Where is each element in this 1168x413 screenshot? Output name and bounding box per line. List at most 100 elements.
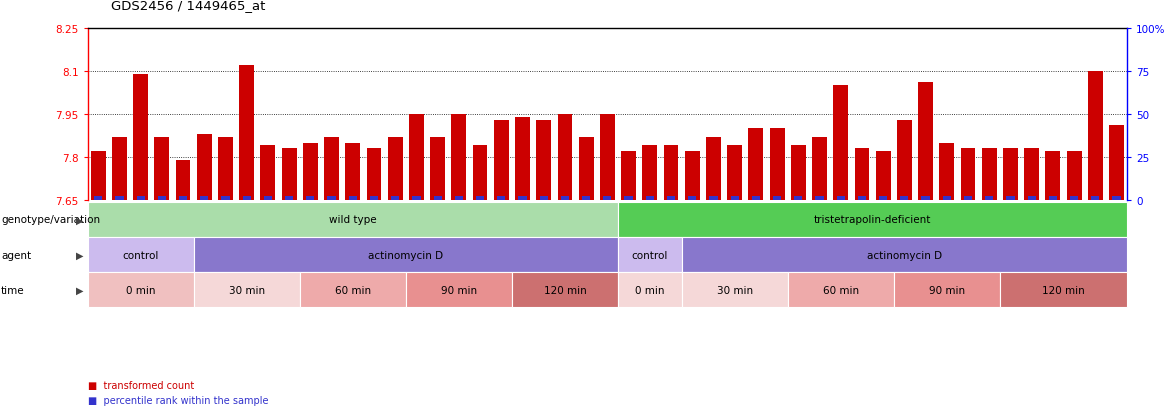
Bar (836, 197, 844, 200)
Text: ▶: ▶ (76, 215, 83, 225)
Bar (498, 197, 506, 200)
Bar (642, 146, 658, 200)
Bar (158, 197, 166, 200)
Bar (982, 149, 996, 200)
Bar (433, 197, 442, 200)
Bar (515, 117, 530, 200)
Bar (454, 197, 463, 200)
Bar (540, 197, 548, 200)
Bar (285, 197, 293, 200)
Bar (197, 135, 211, 200)
Bar (112, 138, 127, 200)
Bar (791, 146, 806, 200)
Bar (663, 146, 679, 200)
Bar (451, 114, 466, 200)
Text: actinomycin D: actinomycin D (368, 250, 444, 260)
Bar (1024, 149, 1040, 200)
Bar (939, 143, 954, 200)
Text: control: control (632, 250, 668, 260)
Bar (91, 152, 105, 200)
Bar (1003, 149, 1017, 200)
Bar (794, 197, 802, 200)
Bar (625, 197, 633, 200)
Bar (281, 149, 297, 200)
Bar (409, 114, 424, 200)
Text: tristetrapolin-deficient: tristetrapolin-deficient (814, 215, 931, 225)
Bar (770, 129, 785, 200)
Text: ▶: ▶ (76, 285, 83, 295)
Bar (243, 197, 251, 200)
Text: ▶: ▶ (76, 250, 83, 260)
Text: 120 min: 120 min (1042, 285, 1085, 295)
Bar (728, 146, 742, 200)
Bar (349, 197, 357, 200)
Bar (1049, 197, 1057, 200)
Text: 60 min: 60 min (335, 285, 371, 295)
Bar (684, 152, 700, 200)
Bar (346, 143, 360, 200)
Bar (985, 197, 993, 200)
Bar (812, 138, 827, 200)
Text: genotype/variation: genotype/variation (1, 215, 100, 225)
Text: 60 min: 60 min (822, 285, 858, 295)
Bar (327, 197, 335, 200)
Bar (815, 197, 823, 200)
Bar (494, 120, 509, 200)
Text: 30 min: 30 min (229, 285, 265, 295)
Bar (260, 146, 276, 200)
Bar (536, 120, 551, 200)
Bar (1066, 152, 1082, 200)
Bar (561, 197, 569, 200)
Text: 90 min: 90 min (929, 285, 965, 295)
Bar (200, 197, 208, 200)
Bar (749, 129, 763, 200)
Bar (179, 197, 187, 200)
Bar (1112, 197, 1120, 200)
Bar (880, 197, 888, 200)
Bar (1045, 152, 1061, 200)
Bar (1028, 197, 1036, 200)
Bar (688, 197, 696, 200)
Bar (306, 197, 314, 200)
Text: actinomycin D: actinomycin D (867, 250, 941, 260)
Bar (646, 197, 654, 200)
Text: 0 min: 0 min (635, 285, 665, 295)
Bar (855, 149, 869, 200)
Bar (412, 197, 420, 200)
Bar (918, 83, 933, 200)
Text: ■  percentile rank within the sample: ■ percentile rank within the sample (88, 395, 269, 405)
Text: GDS2456 / 1449465_at: GDS2456 / 1449465_at (111, 0, 265, 12)
Bar (1110, 126, 1124, 200)
Bar (582, 197, 590, 200)
Bar (95, 197, 103, 200)
Bar (621, 152, 637, 200)
Bar (218, 138, 232, 200)
Bar (1091, 197, 1099, 200)
Text: wild type: wild type (329, 215, 376, 225)
Bar (391, 197, 399, 200)
Bar (116, 197, 124, 200)
Bar (137, 197, 145, 200)
Bar (730, 197, 738, 200)
Bar (154, 138, 169, 200)
Bar (709, 197, 717, 200)
Bar (578, 138, 593, 200)
Bar (430, 138, 445, 200)
Bar (901, 197, 909, 200)
Bar (370, 197, 378, 200)
Bar (477, 197, 485, 200)
Bar (264, 197, 272, 200)
Bar (1070, 197, 1078, 200)
Text: 0 min: 0 min (126, 285, 155, 295)
Bar (367, 149, 382, 200)
Bar (175, 160, 190, 200)
Bar (964, 197, 972, 200)
Text: 120 min: 120 min (543, 285, 586, 295)
Text: ■  transformed count: ■ transformed count (88, 380, 194, 390)
Bar (519, 197, 527, 200)
Text: control: control (123, 250, 159, 260)
Bar (773, 197, 781, 200)
Bar (303, 143, 318, 200)
Bar (239, 66, 255, 200)
Bar (833, 86, 848, 200)
